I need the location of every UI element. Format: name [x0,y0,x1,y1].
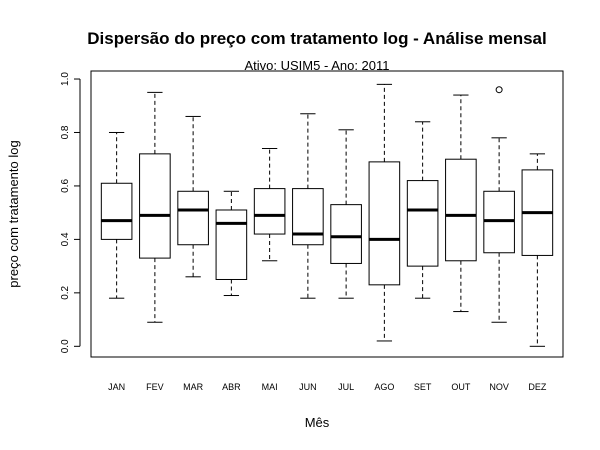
box-fev [139,91,171,323]
x-tick-label: MAR [183,382,204,392]
iqr-box [368,161,401,286]
box-out [445,94,477,313]
y-tick-label: 1.0 [60,72,71,86]
box-ago [368,83,401,342]
y-tick-label: 0.6 [60,179,71,193]
x-tick-label: NOV [489,382,509,392]
iqr-box [406,180,439,267]
box-set [406,121,439,299]
x-tick-label: AGO [374,382,394,392]
x-tick-label: OUT [451,382,471,392]
y-tick-label: 0.4 [60,232,71,246]
x-tick-label: FEV [146,382,164,392]
plot-frame [90,70,564,358]
iqr-box [292,188,324,246]
chart-title: Dispersão do preço com tratamento log - … [87,29,546,48]
x-axis-label: Mês [305,415,330,430]
x-tick-label: JUN [299,382,317,392]
iqr-box [253,188,286,235]
iqr-box [215,209,248,280]
chart-subtitle: Ativo: USIM5 - Ano: 2011 [245,58,390,73]
box-abr [215,190,248,297]
y-tick-label: 0.2 [60,285,71,299]
box-jan [100,131,133,299]
iqr-box [330,204,362,264]
box-dez [521,153,554,347]
box-series [100,83,554,347]
y-tick-label: 0.0 [60,339,71,353]
x-tick-label: MAI [262,382,278,392]
x-tick-label: DEZ [528,382,547,392]
box-jun [292,113,324,299]
outlier-point [495,86,503,94]
iqr-box [139,153,171,259]
box-mai [253,148,286,262]
box-mar [177,115,209,278]
box-jul [330,129,362,299]
y-axis: 0.0 0.2 0.4 0.6 0.8 1.0 [60,72,81,353]
box-nov [483,86,515,323]
x-tick-label: JUL [338,382,354,392]
iqr-box [177,190,209,246]
y-axis-label: preço com tratamento log [6,140,21,287]
x-tick-label: JAN [108,382,125,392]
y-tick-label: 0.8 [60,125,71,139]
iqr-box [100,182,133,240]
x-tick-label: ABR [222,382,241,392]
x-axis-tick-labels: JAN FEV MAR ABR MAI JUN JUL AGO SET OUT NOV DEZ [108,382,547,392]
x-tick-label: SET [414,382,432,392]
iqr-box [445,158,477,262]
